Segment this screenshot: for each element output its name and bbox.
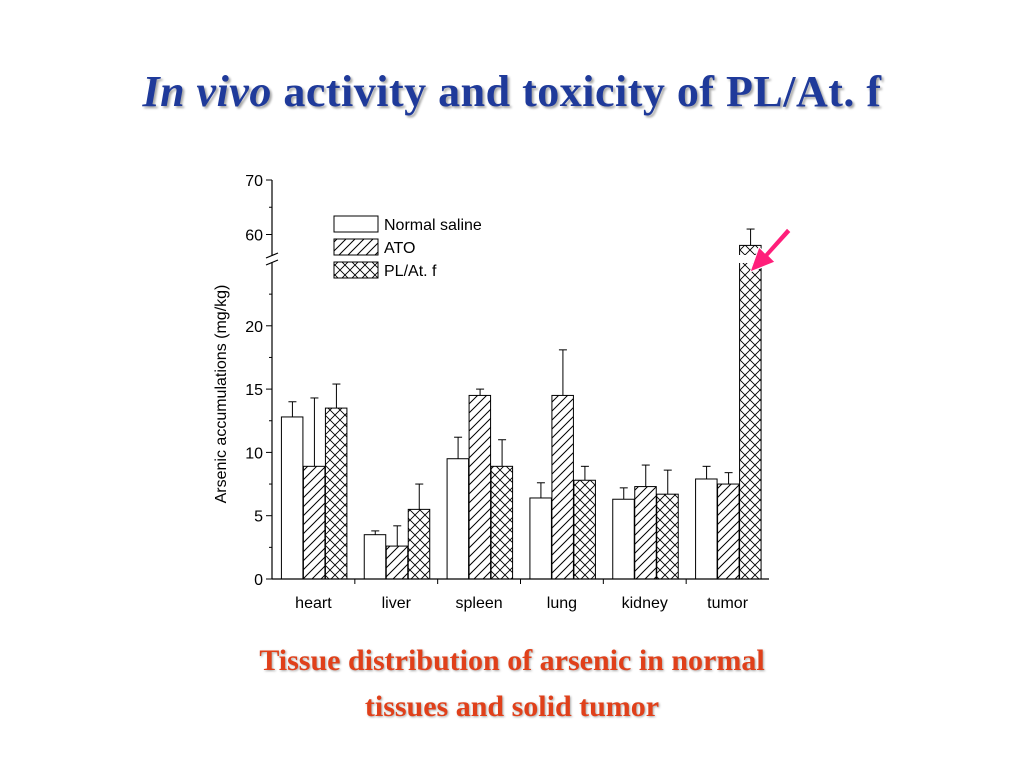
bar-lung-ato	[551, 394, 574, 580]
bar-kidney-ato	[634, 486, 657, 580]
legend: Normal saline ATO PL/At. f	[333, 215, 482, 280]
slide-caption: Tissue distribution of arsenic in normal…	[112, 638, 912, 730]
legend-label-2: PL/At. f	[384, 263, 437, 280]
bar-tumor-normal-saline	[695, 478, 718, 580]
caption-line-2: tissues and solid tumor	[364, 690, 660, 723]
bar-tumor-ato	[717, 483, 740, 580]
legend-swatch-1	[333, 238, 379, 256]
bar-lung-normal-saline	[529, 497, 552, 580]
pink-arrow-icon	[749, 227, 792, 273]
caption-line-1: Tissue distribution of arsenic in normal	[259, 644, 765, 677]
y-axis-label: Arsenic accumulations (mg/kg)	[213, 285, 230, 504]
y-tick-label-70: 70	[245, 173, 263, 190]
axes-layer: heart liver spleen lung kidney tumor 0 5 10 15 20 6…	[213, 173, 769, 612]
error-bars-layer	[288, 228, 755, 547]
y-tick-label-10: 10	[245, 445, 263, 462]
bar-liver-pl-at-f	[407, 508, 431, 580]
legend-label-1: ATO	[384, 240, 415, 257]
bar-tumor-pl-at-f	[739, 244, 762, 580]
bars-layer	[273, 244, 770, 580]
x-tick-label-tumor: tumor	[707, 595, 749, 612]
bar-heart-ato	[302, 465, 326, 580]
axis-break-gap	[273, 255, 770, 263]
slide-title-italic: In vivo	[142, 67, 272, 116]
x-tick-label-liver: liver	[382, 595, 412, 612]
legend-swatch-2	[333, 261, 379, 279]
legend-swatch-0	[333, 215, 379, 233]
arrow-layer	[749, 227, 792, 273]
bar-heart-pl-at-f	[324, 407, 348, 580]
x-tick-label-spleen: spleen	[456, 595, 503, 612]
slide-title-rest: activity and toxicity of PL/At. f	[283, 67, 882, 116]
bar-heart-normal-saline	[280, 416, 304, 580]
y-tick-label-20: 20	[245, 319, 263, 336]
bar-spleen-normal-saline	[446, 458, 470, 580]
bar-kidney-pl-at-f	[656, 493, 679, 580]
y-tick-label-15: 15	[245, 382, 263, 399]
y-tick-label-60: 60	[245, 228, 263, 245]
x-tick-label-lung: lung	[547, 595, 577, 612]
x-tick-label-kidney: kidney	[622, 595, 668, 612]
legend-label-0: Normal saline	[384, 217, 482, 234]
x-tick-label-heart: heart	[295, 595, 332, 612]
bar-spleen-ato	[468, 394, 492, 580]
bar-lung-pl-at-f	[573, 479, 596, 580]
slide-title: In vivo activity and toxicity of PL/At. …	[0, 66, 1024, 117]
bar-spleen-pl-at-f	[490, 465, 514, 580]
axis-break-mark-2	[265, 259, 279, 266]
bar-kidney-normal-saline	[612, 498, 635, 580]
y-tick-label-5: 5	[254, 509, 263, 526]
bar-liver-ato	[385, 545, 409, 580]
bar-liver-normal-saline	[363, 534, 387, 580]
axis-break-mark-1	[265, 252, 279, 259]
y-tick-label-0: 0	[254, 572, 263, 589]
